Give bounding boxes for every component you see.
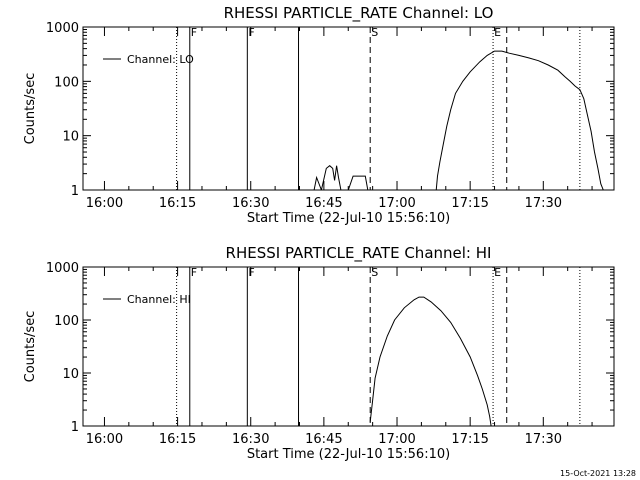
x-axis-label: Start Time (22-Jul-10 15:56:10) (247, 211, 450, 226)
event-marker-label: F (248, 26, 254, 39)
x-tick-label: 16:00 (86, 432, 123, 447)
event-marker-label: S (371, 266, 378, 279)
chart-panel-hi: RHESSI PARTICLE_RATE Channel: HI 1 10 100 10… (23, 244, 615, 462)
event-marker-label: E (494, 26, 501, 39)
y-tick-label: 10 (62, 367, 79, 382)
chart-title: RHESSI PARTICLE_RATE Channel: LO (224, 4, 494, 23)
y-tick-label: 10 (62, 130, 79, 145)
legend-label: Channel: LO (127, 53, 194, 66)
y-tick-label: 1 (71, 420, 79, 435)
y-tick-label: 1000 (46, 21, 79, 36)
y-axis-label: Counts/sec (23, 73, 38, 145)
event-marker-label: F (248, 266, 254, 279)
x-tick-label: 16:30 (232, 196, 269, 211)
y-tick-label: 1 (71, 184, 79, 199)
x-tick-label: 16:00 (86, 196, 123, 211)
y-axis-label: Counts/sec (23, 311, 38, 383)
x-axis-label: Start Time (22-Jul-10 15:56:10) (247, 447, 450, 462)
x-tick-label: 17:15 (451, 432, 488, 447)
x-tick-label: 17:30 (525, 196, 562, 211)
x-tick-label: 17:00 (378, 432, 415, 447)
x-tick-label: 17:00 (378, 196, 415, 211)
plot-frame (82, 26, 615, 191)
y-tick-label: 100 (54, 75, 79, 90)
chart-panel-lo: RHESSI PARTICLE_RATE Channel: LO 1 10 100 10… (23, 4, 615, 226)
series-line (369, 296, 492, 426)
y-tick-label: 100 (54, 314, 79, 329)
event-marker-label: F (191, 26, 197, 39)
x-tick-label: 16:45 (305, 196, 342, 211)
x-tick-label: 16:15 (159, 196, 196, 211)
y-tick-label: 1000 (46, 261, 79, 276)
x-tick-label: 17:15 (451, 196, 488, 211)
event-marker-label: F (191, 266, 197, 279)
plot-frame (82, 266, 615, 427)
event-marker-label: S (371, 26, 378, 39)
x-tick-label: 17:30 (525, 432, 562, 447)
x-tick-label: 16:15 (159, 432, 196, 447)
x-tick-label: 16:45 (305, 432, 342, 447)
series-line (313, 50, 604, 190)
footer-timestamp: 15-Oct-2021 13:28 (560, 469, 636, 478)
legend-label: Channel: HI (127, 293, 191, 306)
chart-title: RHESSI PARTICLE_RATE Channel: HI (226, 244, 492, 263)
x-tick-label: 16:30 (232, 432, 269, 447)
event-marker-label: E (494, 266, 501, 279)
